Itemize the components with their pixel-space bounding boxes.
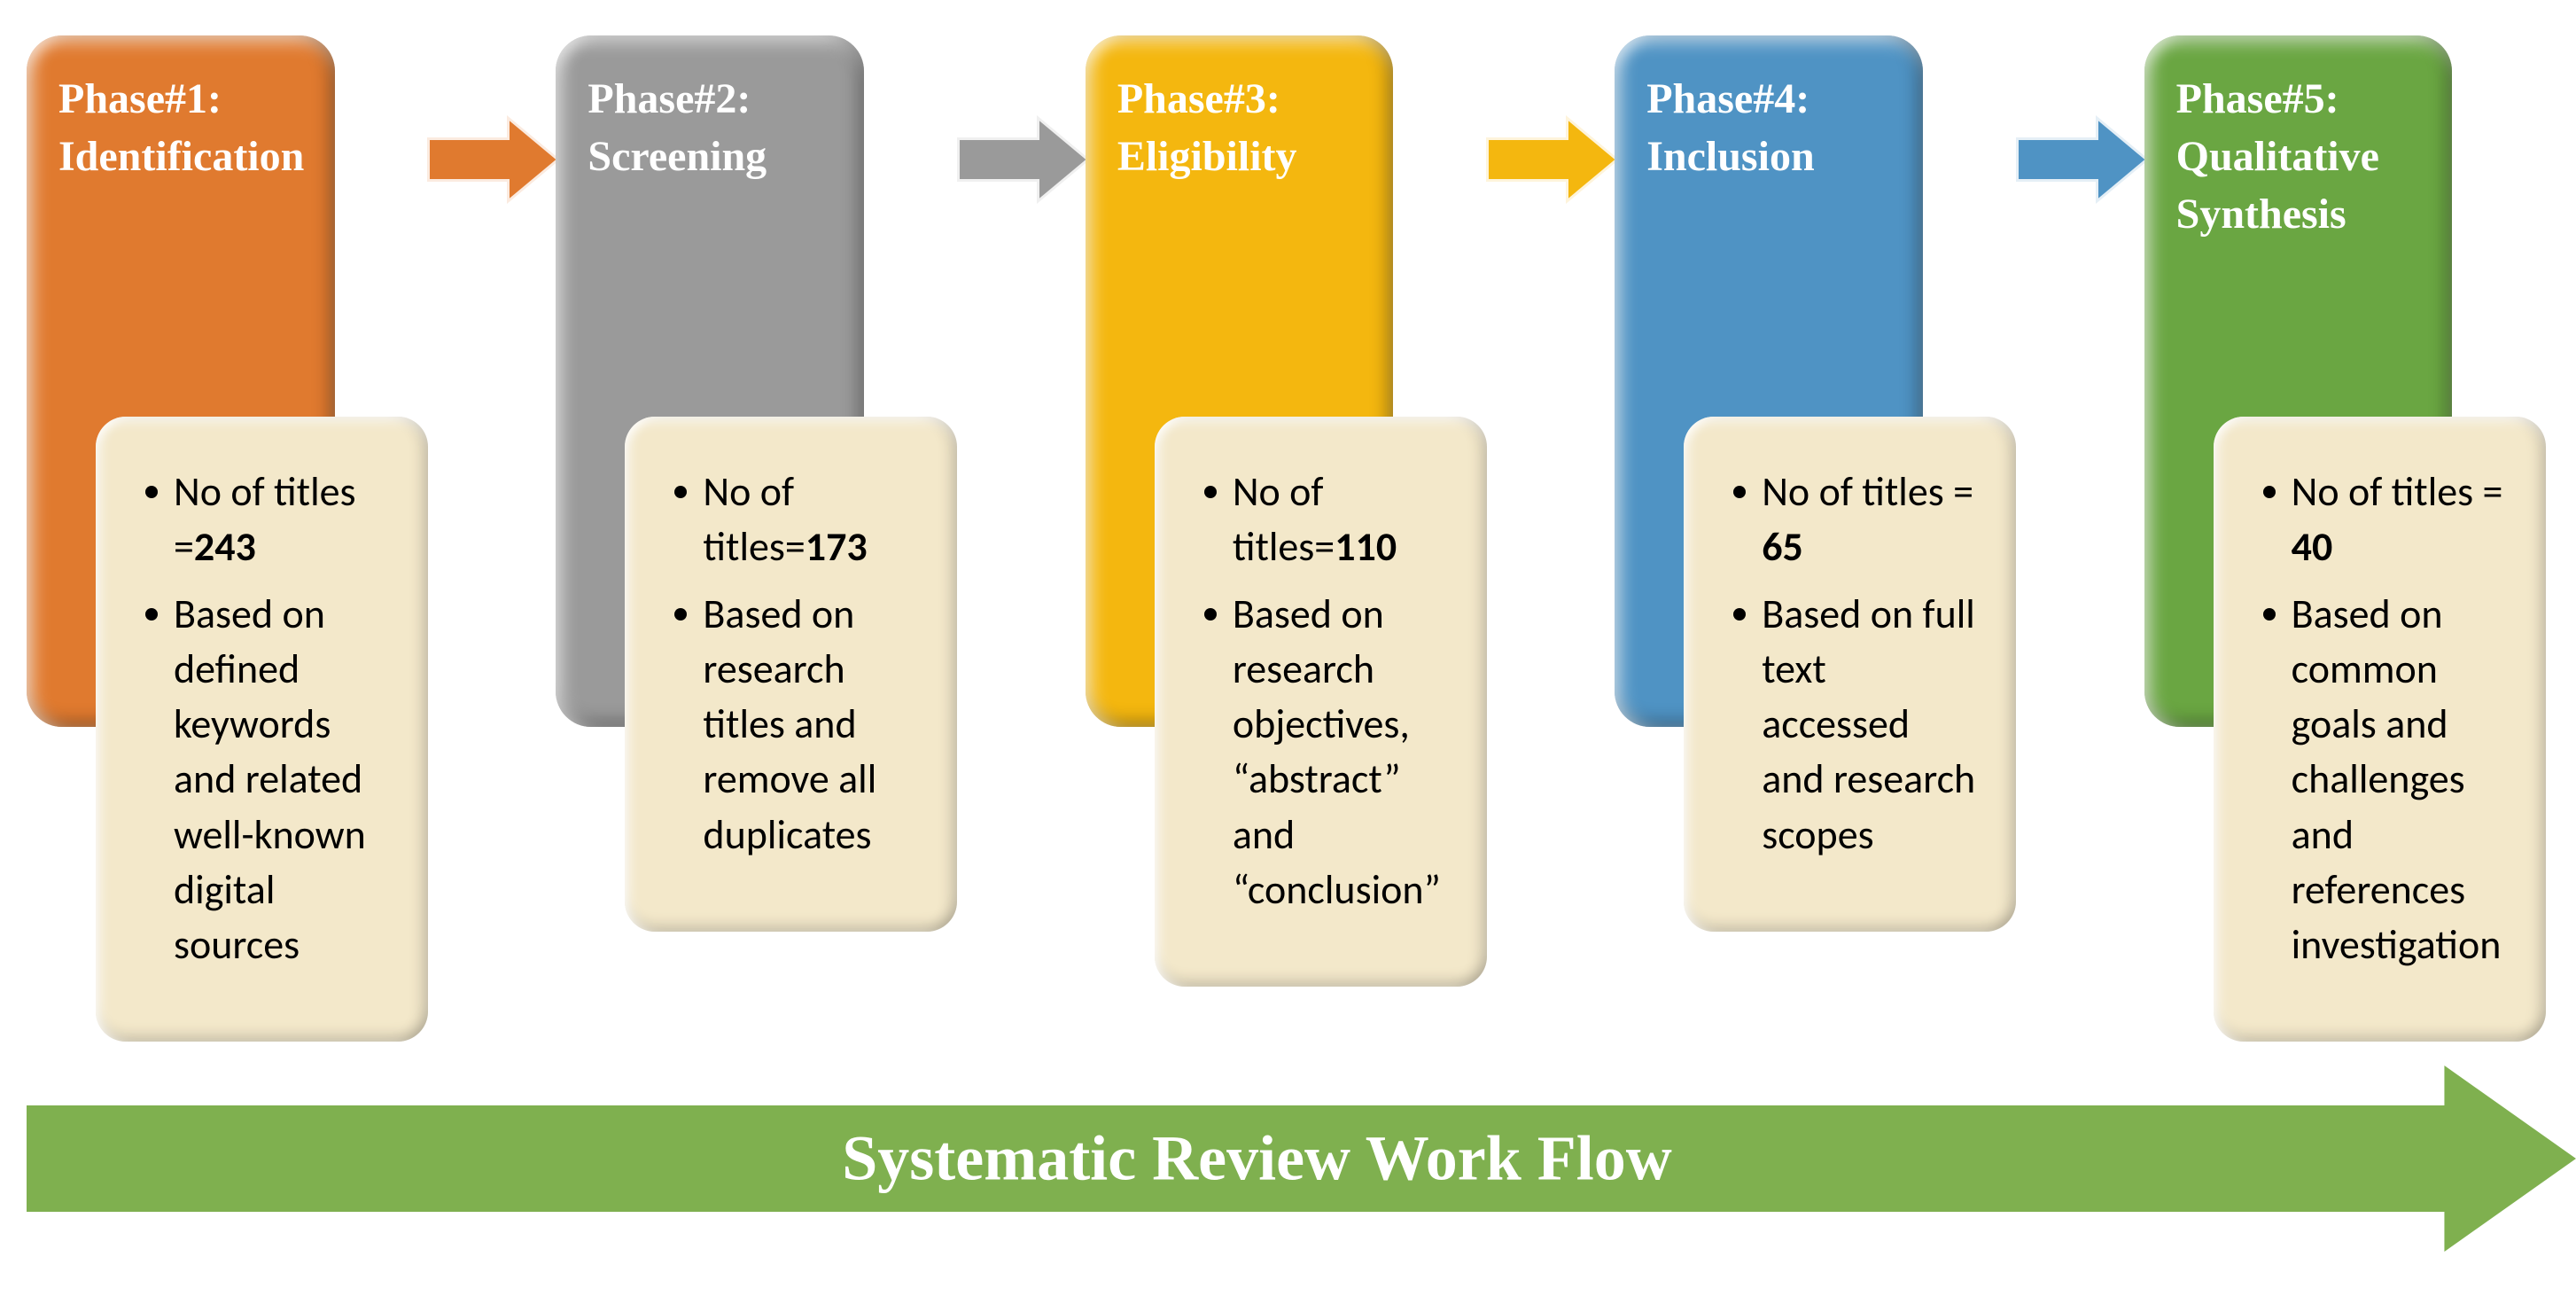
phase-1-titles-value: 243 [194,522,256,572]
phase-4: Phase#4: Inclusion No of titles = 65 Bas… [1615,35,2020,1046]
bullet-dot-icon [2263,608,2276,621]
phase-5-titles-value: 40 [2292,522,2333,572]
bullet-dot-icon [674,608,687,621]
arrow-4-5 [2020,35,2144,1046]
bullet-dot-icon [1204,486,1217,498]
phase-2-title-line2: Screening [588,129,832,186]
phase-5-basis: Based on common goals and challenges and… [2292,587,2507,972]
phase-4-titles-value: 65 [1762,522,1803,572]
phase-3-titles-value: 110 [1335,522,1397,572]
arrow-right-icon [2012,106,2153,213]
bullet-dot-icon [145,486,158,498]
phase-4-basis: Based on full text accessed and research… [1762,587,1977,862]
bullet-dot-icon [145,608,158,621]
bullet-dot-icon [1204,608,1217,621]
phase-5-basis-bullet: Based on common goals and challenges and… [2263,587,2507,972]
phase-2-title-line1: Phase#2: [588,71,832,129]
phase-1-title-line1: Phase#1: [58,71,303,129]
phase-2-titles-bullet: No of titles=173 [674,465,918,574]
phase-5-title-line1: Phase#5: [2176,71,2421,129]
systematic-review-flow-diagram: Phase#1: Identification No of titles =24… [0,0,2576,1296]
phase-1-titles-bullet: No of titles =243 [145,465,389,574]
phase-2-titles-value: 173 [805,522,868,572]
phase-4-basis-bullet: Based on full text accessed and research… [1733,587,1977,862]
phase-3-title-line1: Phase#3: [1117,71,1362,129]
bullet-dot-icon [2263,486,2276,498]
phase-3-basis-bullet: Based on research objectives, “abstract”… [1204,587,1448,917]
arrow-2-3 [961,35,1086,1046]
phase-5-titles-bullet: No of titles = 40 [2263,465,2507,574]
phase-5: Phase#5: Qualitative Synthesis No of tit… [2144,35,2549,1046]
phase-4-card: No of titles = 65 Based on full text acc… [1684,417,2016,932]
bullet-dot-icon [674,486,687,498]
arrow-3-4 [1490,35,1615,1046]
phase-2-basis: Based on research titles and remove all … [703,587,918,862]
phase-5-card: No of titles = 40 Based on common goals … [2214,417,2546,1042]
phase-2-card: No of titles=173 Based on research title… [625,417,957,932]
arrow-right-icon [423,106,564,213]
phase-1: Phase#1: Identification No of titles =24… [27,35,432,1046]
phase-2: Phase#2: Screening No of titles=173 Base… [556,35,961,1046]
phase-2-titles-prefix: No of titles= [703,467,805,572]
phase-3-basis: Based on research objectives, “abstract”… [1233,587,1448,917]
phase-4-title-line2: Inclusion [1646,129,1891,186]
phase-3-titles-bullet: No of titles=110 [1204,465,1448,574]
phase-3-titles-prefix: No of titles= [1233,467,1335,572]
bullet-dot-icon [1733,608,1746,621]
phase-4-titles-bullet: No of titles = 65 [1733,465,1977,574]
phase-1-card: No of titles =243 Based on defined keywo… [96,417,428,1042]
flow-arrow: Systematic Review Work Flow [27,1066,2576,1252]
phase-2-basis-bullet: Based on research titles and remove all … [674,587,918,862]
phase-4-title-line1: Phase#4: [1646,71,1891,129]
bullet-dot-icon [1733,486,1746,498]
phase-3-card: No of titles=110 Based on research objec… [1155,417,1487,987]
arrow-right-icon [1482,106,1623,213]
phase-row: Phase#1: Identification No of titles =24… [27,35,2549,1046]
arrow-right-icon [953,106,1094,213]
flow-arrow-label: Systematic Review Work Flow [27,1122,2487,1196]
arrow-1-2 [432,35,556,1046]
phase-1-basis: Based on defined keywords and related we… [174,587,389,972]
phase-4-titles-prefix: No of titles = [1762,467,1973,517]
phase-1-title-line2: Identification [58,129,303,186]
phase-5-titles-prefix: No of titles = [2292,467,2503,517]
phase-3-title-line2: Eligibility [1117,129,1362,186]
phase-3: Phase#3: Eligibility No of titles=110 Ba… [1086,35,1490,1046]
phase-5-title-line2: Qualitative Synthesis [2176,129,2421,244]
phase-1-basis-bullet: Based on defined keywords and related we… [145,587,389,972]
